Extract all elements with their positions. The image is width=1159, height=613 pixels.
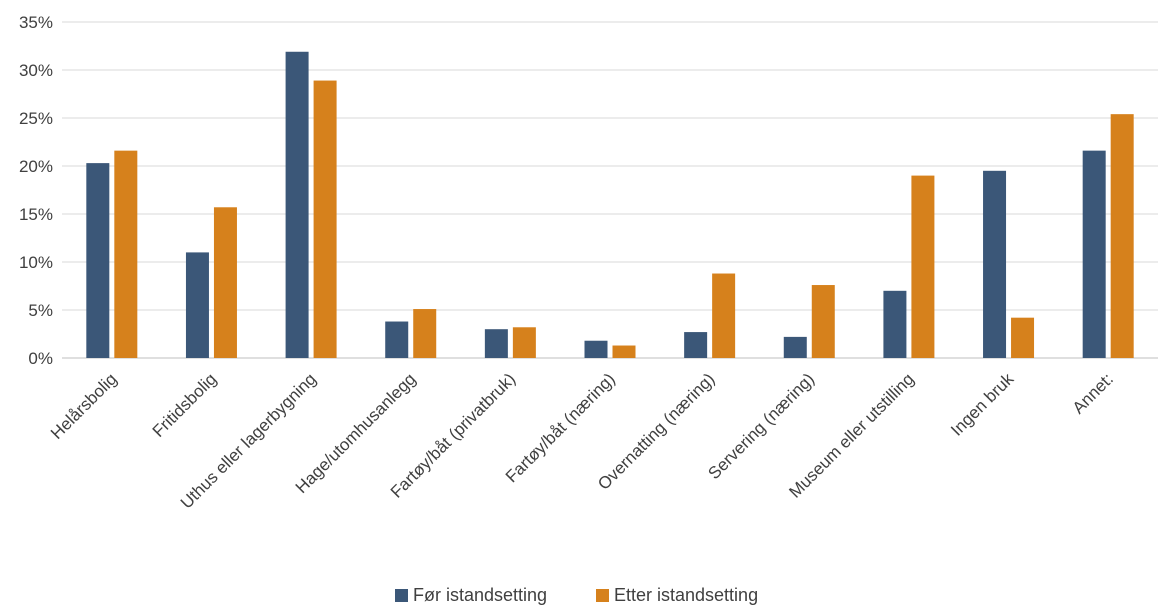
x-category-label: Fritidsbolig xyxy=(149,369,221,441)
bar-after-7 xyxy=(811,285,835,358)
bar-after-6 xyxy=(712,273,736,358)
y-tick-label: 30% xyxy=(19,61,53,80)
bar-before-0 xyxy=(86,163,110,358)
bar-before-10 xyxy=(1082,150,1106,358)
bar-before-2 xyxy=(285,51,309,358)
x-category-label: Ingen bruk xyxy=(947,369,1018,440)
y-tick-label: 0% xyxy=(28,349,53,368)
bar-after-0 xyxy=(114,150,138,358)
bar-after-3 xyxy=(413,309,437,358)
bar-after-5 xyxy=(612,345,636,358)
y-tick-label: 35% xyxy=(19,13,53,32)
y-tick-label: 5% xyxy=(28,301,53,320)
bar-after-8 xyxy=(911,175,935,358)
legend-swatch-after xyxy=(596,589,609,602)
x-category-label: Annet: xyxy=(1069,369,1117,417)
bar-before-9 xyxy=(983,170,1007,358)
bar-before-3 xyxy=(385,321,409,358)
legend: Før istandsetting Etter istandsetting xyxy=(395,585,758,605)
bar-after-4 xyxy=(512,327,536,358)
bar-before-4 xyxy=(484,329,508,358)
y-tick-label: 10% xyxy=(19,253,53,272)
legend-label-before: Før istandsetting xyxy=(413,585,547,605)
bar-before-8 xyxy=(883,290,907,358)
bar-after-9 xyxy=(1011,317,1035,358)
bar-before-6 xyxy=(684,332,708,358)
bar-after-1 xyxy=(213,207,237,358)
gridlines xyxy=(62,21,1158,359)
bar-before-7 xyxy=(783,336,807,358)
y-axis: 0% 5% 10% 15% 20% 25% 30% 35% xyxy=(19,13,53,368)
bar-before-1 xyxy=(185,252,209,358)
x-category-label: Servering (næring) xyxy=(704,369,818,483)
x-category-label: Helårsbolig xyxy=(47,369,121,443)
x-category-label: Fartøy/båt (næring) xyxy=(502,369,619,486)
bar-after-2 xyxy=(313,80,337,358)
bars xyxy=(86,51,1134,358)
legend-label-after: Etter istandsetting xyxy=(614,585,758,605)
legend-swatch-before xyxy=(395,589,408,602)
y-tick-label: 25% xyxy=(19,109,53,128)
y-tick-label: 20% xyxy=(19,157,53,176)
bar-before-5 xyxy=(584,340,608,358)
y-tick-label: 15% xyxy=(19,205,53,224)
bar-after-10 xyxy=(1110,114,1134,358)
